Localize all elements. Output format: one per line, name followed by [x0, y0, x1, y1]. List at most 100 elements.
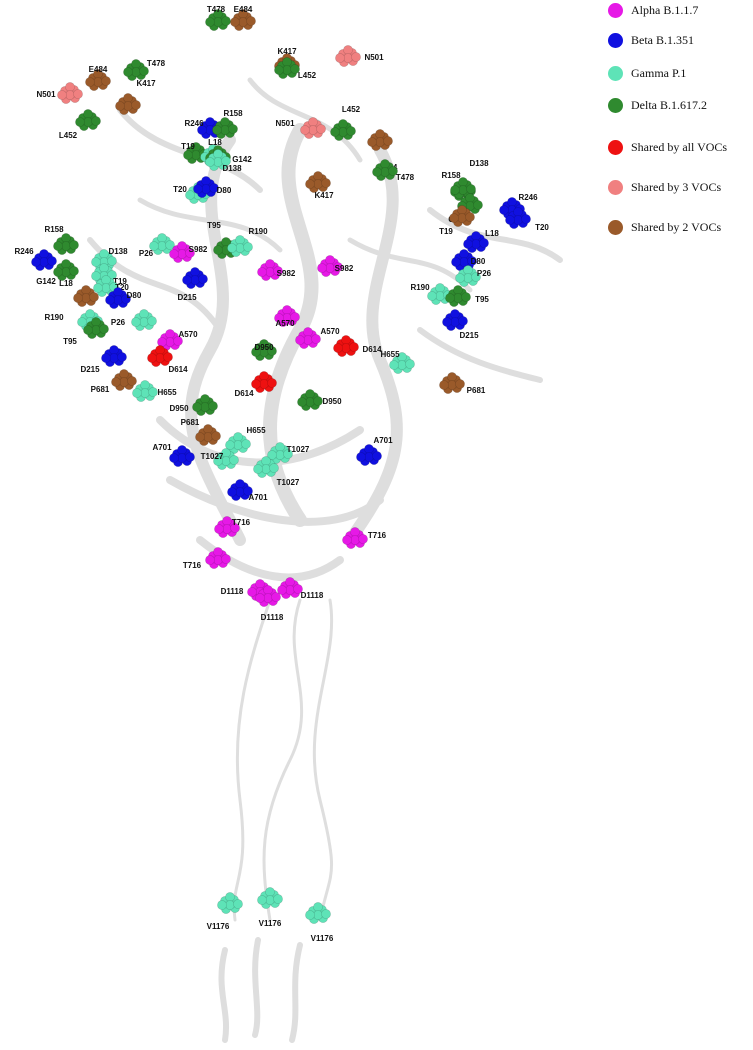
residue-label: T478 [147, 59, 166, 68]
residue-d1118-68: D1118 [277, 577, 324, 600]
residue-p26-77: P26 [455, 265, 492, 287]
residue-spheres [255, 585, 281, 607]
residue-label: D950 [322, 397, 342, 406]
residue-l452-4: L452 [274, 57, 317, 80]
residue-spheres [505, 207, 531, 229]
residue-spheres [212, 117, 238, 139]
residue-label: A701 [373, 436, 393, 445]
residue-label: R190 [248, 227, 268, 236]
residue-label: E484 [89, 65, 108, 74]
residue-spheres [53, 259, 79, 281]
residue-h655-50: H655 [132, 380, 177, 402]
residue-label: D80 [217, 186, 232, 195]
residue-label: T1027 [201, 452, 224, 461]
residue-a701-61: A701 [227, 479, 268, 502]
residue-spheres [73, 285, 99, 307]
residue-label: A570 [320, 327, 340, 336]
residue-spheres [169, 445, 195, 467]
residue-n501-3: N501 [335, 45, 384, 67]
residue-d950-51: D950 [169, 394, 218, 416]
residue-d80-22: D80 [193, 176, 232, 198]
residue-spheres [442, 309, 468, 331]
residue-p26-39: P26 [111, 309, 157, 331]
residue-spheres [367, 129, 393, 151]
residue-label: D80 [127, 291, 142, 300]
residue-d614-43: D614 [147, 345, 188, 374]
residue-label: P26 [111, 318, 126, 327]
residue-label: D215 [177, 293, 197, 302]
residue-e484-5: E484 [85, 65, 111, 91]
residue-label: T19 [113, 277, 127, 286]
residue-spheres [169, 241, 195, 263]
residue-spheres [195, 424, 221, 446]
residue-label: T20 [115, 283, 129, 292]
residue-spheres [300, 117, 326, 139]
residue-h655-53: H655 [380, 350, 415, 374]
residue-spheres [330, 119, 356, 141]
residue-label: K417 [314, 191, 334, 200]
residue-d614-47: D614 [333, 335, 382, 357]
residue-label: R246 [14, 247, 34, 256]
residue-d1118-67: D1118 [255, 585, 284, 622]
residue-spheres [192, 394, 218, 416]
residue-label: P681 [181, 418, 200, 427]
residue-p26-23: P26 [139, 233, 175, 258]
residue-v1176-81: V1176 [207, 892, 243, 931]
residue-t1027-59: T1027 [253, 456, 300, 487]
residue-spheres [445, 285, 471, 307]
residue-spheres [333, 335, 359, 357]
legend-item-shared-all: Shared by all VOCs [608, 140, 727, 155]
legend-swatch-shared-2 [608, 220, 623, 235]
residue-label: A570 [178, 330, 198, 339]
residue-label: T478 [207, 5, 226, 14]
residue-label: D215 [80, 365, 100, 374]
residue-spheres [115, 93, 141, 115]
residue-t478-6: T478 [123, 59, 166, 81]
residue-spheres [257, 259, 283, 281]
residue-label: D138 [222, 164, 242, 173]
residue-label: R158 [44, 225, 64, 234]
residue-spheres [205, 9, 231, 31]
protein-ribbon-backbone [87, 77, 563, 1043]
residue-t95-40: T95 [63, 317, 109, 346]
residue-label: N501 [275, 119, 295, 128]
residue-label: L452 [59, 131, 78, 140]
residue-t716-65: T716 [342, 527, 387, 549]
legend-label-shared-3: Shared by 3 VOCs [631, 180, 722, 194]
residue-label: R158 [441, 171, 461, 180]
residue-label: L452 [298, 71, 317, 80]
residue-t1027-58: T1027 [267, 442, 310, 464]
residue-label: D138 [108, 247, 128, 256]
residue-spheres [182, 267, 208, 289]
legend-item-shared-2: Shared by 2 VOCs [608, 220, 721, 235]
residue-label: N501 [36, 90, 56, 99]
residue-d215-42: D215 [80, 345, 127, 374]
residue-spheres [274, 305, 300, 327]
residue-t716-64: T716 [183, 547, 231, 570]
legend-label-delta: Delta B.1.617.2 [631, 98, 707, 112]
residue-v1176-83: V1176 [305, 902, 334, 943]
legend-label-alpha: Alpha B.1.1.7 [631, 3, 699, 17]
residue-label: T19 [439, 227, 453, 236]
residue-p681-55: P681 [181, 418, 221, 446]
residue-spheres [213, 448, 239, 470]
residue-label: T716 [232, 518, 251, 527]
residue-spheres [205, 149, 231, 171]
legend-swatch-shared-all [608, 140, 623, 155]
residue-n501-10: N501 [275, 117, 326, 139]
residue-h655-56: H655 [225, 426, 266, 454]
legend-item-delta: Delta B.1.617.2 [608, 98, 707, 113]
residue-label: V1176 [311, 934, 334, 943]
residue-label: D614 [168, 365, 188, 374]
residue-spheres [317, 255, 343, 277]
residue-k417-13: K417 [305, 171, 334, 200]
residue-t478-14: T478 [372, 159, 415, 182]
residue-label: R246 [184, 119, 204, 128]
legend-label-gamma: Gamma P.1 [631, 66, 687, 80]
residue-t716-63: T716 [214, 516, 251, 538]
residue-label: S982 [189, 245, 208, 254]
residue-d80-37: D80 [105, 287, 142, 309]
residue-t20-72: T20 [505, 207, 549, 232]
residue-spheres [305, 902, 331, 924]
residue-label: L18 [59, 279, 73, 288]
